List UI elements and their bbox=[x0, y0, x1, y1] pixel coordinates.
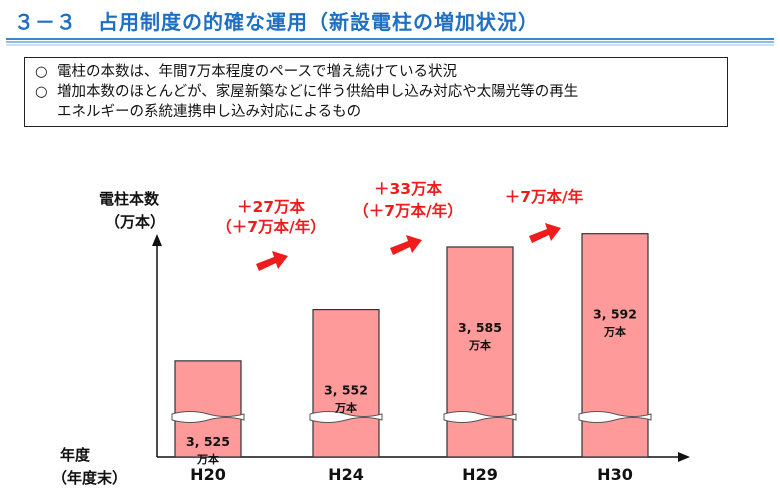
x-tick-label: H30 bbox=[597, 465, 633, 484]
bar-value-label: 3, 525 bbox=[186, 434, 230, 449]
increment-label: ＋7万本/年 bbox=[505, 187, 584, 206]
summary-item: ○ 増加本数のほとんどが、家屋新築などに伴う供給申し込み対応や太陽光等の再生 エ… bbox=[35, 82, 717, 122]
increase-arrow-icon bbox=[529, 223, 561, 243]
bar-value-unit: 万本 bbox=[334, 401, 357, 415]
bar-value-unit: 万本 bbox=[196, 452, 219, 466]
y-axis-label: 電柱本数 bbox=[99, 190, 160, 208]
bar-value-label: 3, 552 bbox=[324, 383, 368, 398]
increment-label: ＋27万本 bbox=[237, 197, 306, 216]
bar-H29 bbox=[446, 246, 514, 458]
y-axis-unit: （万本） bbox=[105, 213, 166, 231]
increment-label: （＋7万本/年） bbox=[353, 201, 462, 220]
bar-value-unit: 万本 bbox=[468, 338, 491, 352]
y-axis-arrow-icon bbox=[152, 234, 162, 246]
page-title: ３－３ 占用制度の的確な運用（新設電柱の増加状況） bbox=[14, 10, 539, 34]
bar-H24 bbox=[312, 309, 380, 458]
increase-arrow-icon bbox=[390, 235, 422, 255]
summary-box: ○ 電柱の本数は、年間7万本程度のペースで増え続けている状況 ○ 増加本数のほと… bbox=[24, 57, 728, 127]
bullet-circle-icon: ○ bbox=[35, 64, 48, 80]
summary-item: ○ 電柱の本数は、年間7万本程度のペースで増え続けている状況 bbox=[35, 62, 717, 82]
x-tick-label: H24 bbox=[328, 465, 364, 484]
x-tick-label: H29 bbox=[462, 465, 498, 484]
axis-break-mark bbox=[309, 411, 383, 423]
axis-break-mark bbox=[578, 411, 652, 423]
summary-text: 増加本数のほとんどが、家屋新築などに伴う供給申し込み対応や太陽光等の再生 エネル… bbox=[57, 84, 579, 120]
title-underline bbox=[6, 38, 774, 46]
increment-label: （＋7万本/年） bbox=[216, 217, 325, 236]
bar-H20 bbox=[174, 360, 242, 458]
bar-H30 bbox=[581, 233, 649, 458]
bullet-circle-icon: ○ bbox=[35, 84, 48, 100]
increment-label: ＋33万本 bbox=[374, 179, 443, 198]
x-axis-label: 年度 bbox=[60, 446, 91, 464]
bar-value-unit: 万本 bbox=[603, 325, 626, 339]
bar-value-label: 3, 585 bbox=[458, 320, 502, 335]
bar-value-label: 3, 592 bbox=[593, 307, 637, 322]
axis-break-mark bbox=[171, 411, 245, 423]
increase-arrow-icon bbox=[256, 251, 288, 271]
x-axis-arrow-icon bbox=[678, 452, 690, 462]
x-tick-label: H20 bbox=[190, 465, 226, 484]
summary-text: 電柱の本数は、年間7万本程度のペースで増え続けている状況 bbox=[57, 64, 457, 80]
x-axis-unit: （年度末） bbox=[52, 469, 128, 487]
axis-break-mark bbox=[443, 411, 517, 423]
